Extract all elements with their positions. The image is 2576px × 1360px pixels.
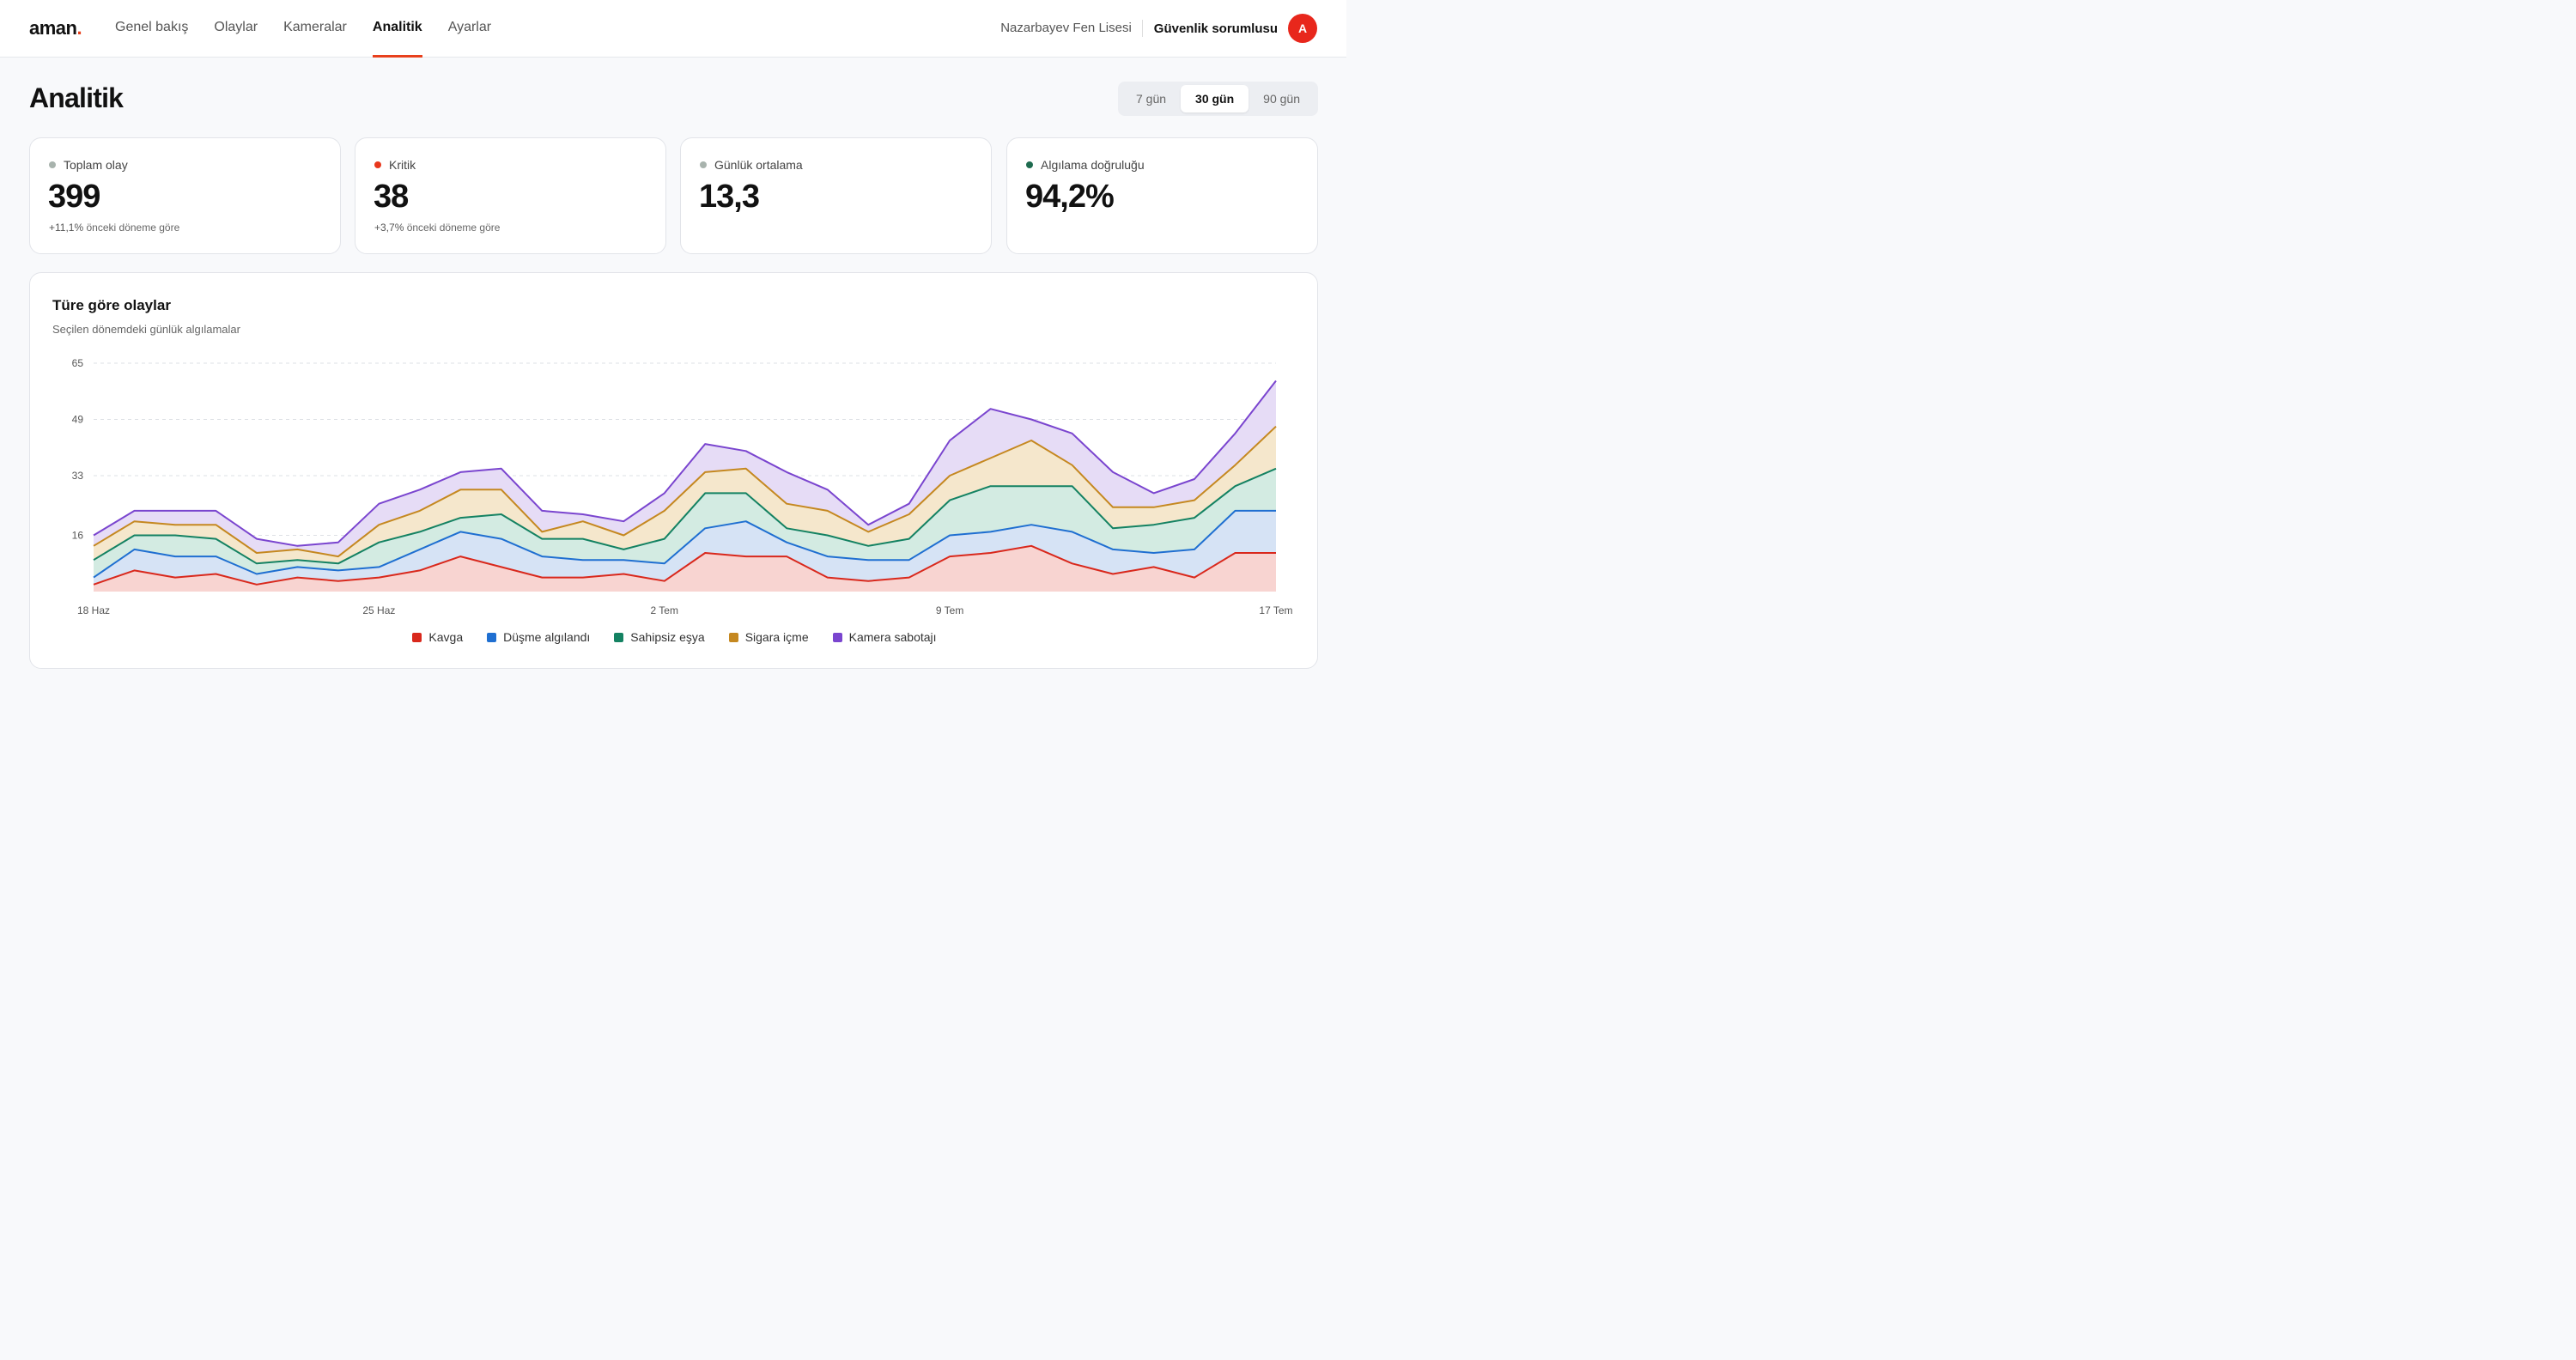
legend-label: Sahipsiz eşya	[630, 630, 705, 644]
legend-item[interactable]: Kavga	[412, 630, 463, 644]
chart-legend: Kavga Düşme algılandı Sahipsiz eşya Sigara …	[30, 630, 1319, 644]
legend-swatch-icon	[412, 632, 422, 642]
legend-swatch-icon	[614, 632, 624, 642]
kpi-label: Günlük ortalama	[714, 158, 803, 172]
nav-item-overview[interactable]: Genel bakış	[115, 20, 189, 34]
x-tick-label: 25 Haz	[362, 604, 395, 616]
avatar[interactable]: A	[1288, 14, 1317, 43]
y-tick-label: 49	[72, 413, 84, 425]
legend-label: Kavga	[428, 630, 464, 644]
series-area-kavga	[94, 545, 1276, 592]
kpi-value: 94,2%	[1025, 179, 1115, 215]
page-title: Analitik	[29, 82, 124, 113]
series-line-sigara-içme	[93, 425, 1277, 558]
x-tick-label: 9 Tem	[936, 604, 963, 616]
kpi-value: 38	[374, 179, 409, 215]
user-area: Nazarbayev Fen Lisesi Güvenlik sorumlusu…	[1000, 14, 1317, 43]
top-navigation-bar: aman. Genel bakış Olaylar Kameralar Anal…	[0, 0, 1346, 58]
x-tick-label: 17 Tem	[1259, 604, 1292, 616]
legend-label: Düşme algılandı	[503, 630, 591, 644]
user-role: Güvenlik sorumlusu	[1153, 21, 1278, 36]
status-dot-icon	[49, 161, 56, 168]
chart-title: Türe göre olaylar	[52, 297, 171, 313]
nav-item-analytics[interactable]: Analitik	[372, 0, 422, 58]
kpi-card-daily-average: Günlük ortalama 13,3	[680, 137, 992, 254]
kpi-card-critical: Kritik 38 +3,7% önceki döneme göre	[355, 137, 666, 254]
nav-item-cameras[interactable]: Kameralar	[283, 20, 347, 34]
x-tick-label: 2 Tem	[651, 604, 678, 616]
date-range-selector: 7 gün 30 gün 90 gün	[1118, 82, 1318, 116]
kpi-change-suffix: önceki döneme göre	[406, 222, 501, 234]
status-dot-icon	[700, 161, 707, 168]
legend-swatch-icon	[832, 632, 842, 642]
stacked-area-chart: 16 33 49 65 18 Haz 25 Haz 2 Tem 9 Tem 17 Tem	[72, 357, 1293, 616]
legend-item[interactable]: Kamera sabotajı	[832, 630, 937, 644]
series-area-düşme-algılandı	[94, 510, 1276, 585]
kpi-value: 13,3	[699, 179, 760, 215]
kpi-change-value: +11,1%	[49, 222, 84, 234]
y-tick-label: 33	[72, 470, 84, 482]
range-7-days-button[interactable]: 7 gün	[1136, 92, 1167, 106]
kpi-label: Algılama doğruluğu	[1041, 158, 1145, 172]
chart-subtitle: Seçilen dönemdeki günlük algılamalar	[52, 323, 240, 336]
legend-item[interactable]: Sahipsiz eşya	[614, 630, 705, 644]
legend-label: Sigara içme	[744, 630, 809, 644]
range-30-days-button[interactable]: 30 gün	[1181, 85, 1249, 112]
series-area-sigara-içme	[94, 426, 1276, 564]
kpi-card-total-events: Toplam olay 399 +11,1% önceki döneme gör…	[29, 137, 341, 254]
y-tick-label: 16	[72, 530, 84, 542]
kpi-change-suffix: önceki döneme göre	[86, 222, 180, 234]
x-tick-label: 18 Haz	[77, 604, 110, 616]
kpi-label: Toplam olay	[64, 158, 128, 172]
school-name: Nazarbayev Fen Lisesi	[1000, 20, 1143, 37]
series-line-düşme-algılandı	[93, 509, 1276, 579]
series-line-sahipsiz-eşya	[93, 467, 1277, 565]
range-90-days-button[interactable]: 90 gün	[1263, 92, 1300, 106]
legend-label: Kamera sabotajı	[848, 630, 937, 644]
status-dot-icon	[1026, 161, 1033, 168]
status-dot-icon	[374, 161, 381, 168]
nav-item-events[interactable]: Olaylar	[214, 20, 258, 34]
series-line-kavga	[93, 544, 1276, 586]
events-by-type-chart-card: Türe göre olaylar Seçilen dönemdeki günl…	[29, 272, 1318, 669]
kpi-card-detection-accuracy: Algılama doğruluğu 94,2%	[1006, 137, 1318, 254]
series-line-kamera-sabotajı	[93, 379, 1277, 547]
legend-swatch-icon	[728, 632, 738, 642]
series-area-sahipsiz-eşya	[94, 468, 1276, 578]
kpi-change-value: +3,7%	[374, 222, 404, 234]
kpi-label: Kritik	[389, 158, 416, 172]
legend-item[interactable]: Sigara içme	[728, 630, 809, 644]
main-nav: Genel bakış Olaylar Kameralar Analitik A…	[115, 0, 517, 58]
legend-swatch-icon	[487, 632, 497, 642]
app-logo[interactable]: aman.	[29, 17, 82, 39]
kpi-value: 399	[48, 179, 100, 215]
nav-item-settings[interactable]: Ayarlar	[447, 20, 492, 34]
y-tick-label: 65	[72, 357, 84, 369]
legend-item[interactable]: Düşme algılandı	[487, 630, 590, 644]
